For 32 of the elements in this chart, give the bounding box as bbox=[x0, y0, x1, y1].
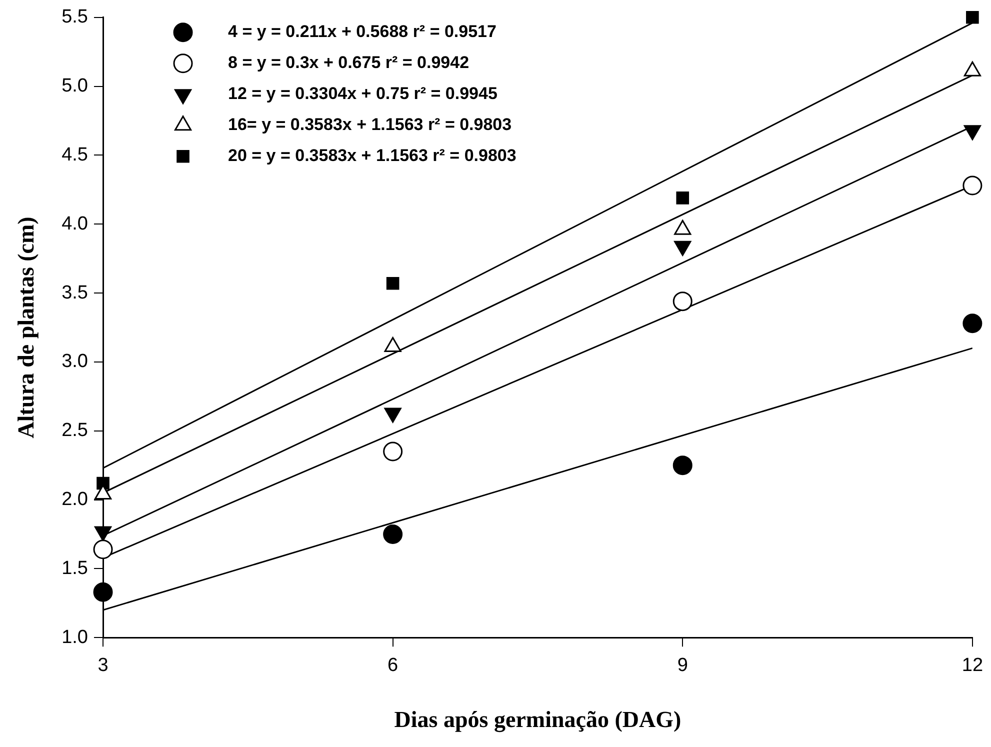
point bbox=[93, 540, 113, 560]
point bbox=[386, 276, 400, 290]
point bbox=[966, 10, 979, 24]
point bbox=[672, 456, 692, 476]
y-tick-label: 2.5 bbox=[62, 420, 88, 442]
legend-label: 12 = y = 0.3304x + 0.75 r² = 0.9945 bbox=[228, 84, 498, 104]
y-axis-title: Altura de plantas (cm) bbox=[14, 216, 39, 438]
point bbox=[93, 582, 113, 602]
y-tick-label: 4.0 bbox=[62, 213, 88, 234]
y-tick-label: 3.5 bbox=[62, 282, 88, 304]
point bbox=[962, 314, 982, 334]
legend-label: 20 = y = 0.3583x + 1.1563 r² = 0.9803 bbox=[228, 146, 516, 166]
legend-label: 16= y = 0.3583x + 1.1563 r² = 0.9803 bbox=[228, 115, 512, 134]
point bbox=[383, 442, 403, 462]
y-tick-label: 4.5 bbox=[62, 144, 88, 166]
legend-label: 4 = y = 0.211x + 0.5688 r² = 0.9517 bbox=[228, 22, 496, 42]
y-tick-label: 3.0 bbox=[62, 351, 88, 372]
y-tick-label: 2.0 bbox=[62, 489, 88, 510]
legend-label: 8 = y = 0.3x + 0.675 r² = 0.9942 bbox=[228, 53, 470, 72]
x-tick-label: 12 bbox=[962, 655, 984, 676]
point bbox=[383, 524, 403, 544]
y-tick-label: 5.0 bbox=[62, 76, 88, 97]
point bbox=[962, 176, 982, 196]
x-tick-label: 9 bbox=[677, 655, 688, 676]
x-tick-label: 6 bbox=[388, 655, 398, 676]
y-tick-label: 1.0 bbox=[62, 626, 88, 648]
y-tick-label: 5.5 bbox=[62, 6, 88, 28]
point bbox=[676, 192, 690, 204]
x-axis-title: Dias após germinação (DAG) bbox=[394, 707, 682, 734]
y-tick-label: 1.5 bbox=[62, 558, 88, 579]
point bbox=[672, 292, 692, 312]
x-tick-label: 3 bbox=[98, 655, 108, 676]
